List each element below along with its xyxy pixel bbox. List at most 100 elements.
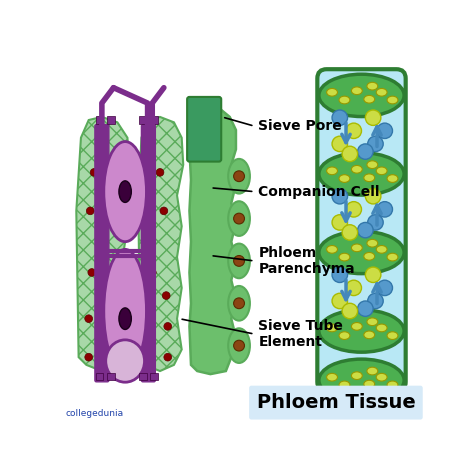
- Text: Companion Cell: Companion Cell: [258, 185, 380, 199]
- Circle shape: [234, 171, 245, 182]
- Ellipse shape: [376, 324, 387, 332]
- Circle shape: [365, 110, 381, 126]
- Ellipse shape: [319, 153, 404, 195]
- Circle shape: [234, 340, 245, 351]
- Circle shape: [156, 169, 164, 176]
- Circle shape: [357, 301, 373, 316]
- Circle shape: [357, 222, 373, 238]
- Circle shape: [164, 353, 172, 361]
- Text: collegedunia: collegedunia: [65, 409, 123, 418]
- Ellipse shape: [228, 159, 250, 193]
- Ellipse shape: [319, 310, 404, 352]
- Circle shape: [332, 293, 347, 309]
- Ellipse shape: [228, 244, 250, 278]
- Ellipse shape: [364, 253, 374, 260]
- Circle shape: [98, 292, 106, 300]
- Ellipse shape: [339, 381, 350, 389]
- Ellipse shape: [387, 381, 398, 389]
- Circle shape: [234, 298, 245, 309]
- Ellipse shape: [387, 96, 398, 104]
- Ellipse shape: [319, 231, 404, 273]
- Ellipse shape: [327, 167, 337, 175]
- Ellipse shape: [339, 175, 350, 182]
- Circle shape: [332, 136, 347, 152]
- Circle shape: [147, 315, 155, 322]
- FancyBboxPatch shape: [187, 97, 221, 162]
- Circle shape: [365, 267, 381, 283]
- Bar: [139, 116, 147, 124]
- Circle shape: [365, 189, 381, 204]
- Circle shape: [342, 303, 357, 319]
- Ellipse shape: [367, 82, 378, 90]
- Ellipse shape: [387, 175, 398, 182]
- Ellipse shape: [364, 380, 374, 388]
- Ellipse shape: [104, 249, 146, 373]
- Polygon shape: [138, 117, 183, 371]
- Circle shape: [368, 215, 383, 230]
- Ellipse shape: [367, 367, 378, 375]
- Circle shape: [85, 353, 92, 361]
- Bar: [139, 373, 147, 380]
- Ellipse shape: [339, 332, 350, 339]
- Circle shape: [88, 269, 96, 276]
- Circle shape: [160, 207, 168, 215]
- Circle shape: [346, 123, 362, 138]
- Circle shape: [368, 136, 383, 152]
- Ellipse shape: [376, 246, 387, 253]
- Polygon shape: [76, 117, 129, 371]
- Ellipse shape: [376, 167, 387, 175]
- Bar: [96, 373, 103, 380]
- Circle shape: [85, 315, 92, 322]
- Circle shape: [368, 293, 383, 309]
- Circle shape: [234, 213, 245, 224]
- Circle shape: [332, 267, 347, 283]
- Ellipse shape: [351, 322, 362, 330]
- Ellipse shape: [351, 87, 362, 95]
- Ellipse shape: [376, 374, 387, 381]
- Circle shape: [346, 280, 362, 296]
- Circle shape: [148, 269, 156, 276]
- Circle shape: [377, 280, 392, 296]
- Ellipse shape: [228, 328, 250, 363]
- Circle shape: [90, 169, 98, 176]
- Circle shape: [162, 292, 170, 300]
- Circle shape: [377, 201, 392, 217]
- Ellipse shape: [364, 331, 374, 339]
- FancyBboxPatch shape: [141, 125, 155, 382]
- Ellipse shape: [104, 142, 146, 242]
- Circle shape: [164, 322, 172, 330]
- Ellipse shape: [387, 253, 398, 261]
- Ellipse shape: [339, 253, 350, 261]
- Ellipse shape: [364, 174, 374, 182]
- Bar: [107, 373, 115, 380]
- FancyBboxPatch shape: [317, 69, 406, 391]
- Ellipse shape: [376, 89, 387, 96]
- Circle shape: [332, 189, 347, 204]
- Text: Sieve Tube
Element: Sieve Tube Element: [258, 319, 343, 349]
- FancyBboxPatch shape: [95, 125, 109, 382]
- Ellipse shape: [228, 286, 250, 320]
- Ellipse shape: [319, 74, 404, 117]
- Ellipse shape: [119, 181, 131, 202]
- Ellipse shape: [351, 165, 362, 173]
- Text: Phloem Tissue: Phloem Tissue: [256, 393, 415, 412]
- Ellipse shape: [339, 96, 350, 104]
- Ellipse shape: [351, 244, 362, 252]
- Ellipse shape: [106, 340, 145, 382]
- Bar: [107, 116, 115, 124]
- Ellipse shape: [364, 95, 374, 103]
- Ellipse shape: [367, 318, 378, 326]
- FancyBboxPatch shape: [249, 386, 423, 419]
- Bar: [96, 116, 103, 124]
- Text: Sieve Pore: Sieve Pore: [258, 119, 342, 133]
- Circle shape: [357, 144, 373, 159]
- Ellipse shape: [327, 324, 337, 332]
- Circle shape: [342, 225, 357, 240]
- Ellipse shape: [228, 201, 250, 236]
- Circle shape: [102, 322, 109, 330]
- Circle shape: [332, 215, 347, 230]
- Circle shape: [346, 201, 362, 217]
- Bar: [150, 116, 158, 124]
- Ellipse shape: [119, 308, 131, 329]
- Ellipse shape: [367, 161, 378, 169]
